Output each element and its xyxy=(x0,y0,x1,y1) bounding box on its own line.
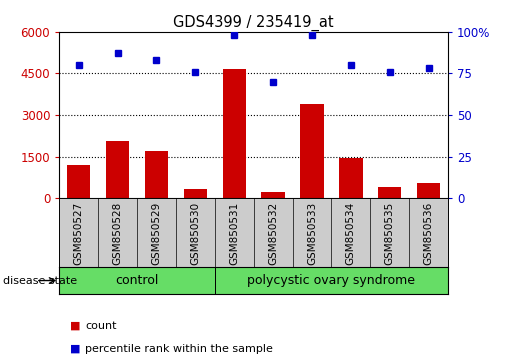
Text: GSM850532: GSM850532 xyxy=(268,202,278,265)
Bar xyxy=(262,193,285,198)
Bar xyxy=(215,267,448,294)
Text: ■: ■ xyxy=(70,344,80,354)
Bar xyxy=(417,183,440,198)
Bar xyxy=(184,189,207,198)
Text: GSM850535: GSM850535 xyxy=(385,202,394,265)
Text: disease state: disease state xyxy=(3,275,77,286)
Text: GSM850530: GSM850530 xyxy=(191,202,200,265)
Bar xyxy=(59,267,215,294)
Bar xyxy=(67,165,90,198)
Text: ■: ■ xyxy=(70,321,80,331)
Text: percentile rank within the sample: percentile rank within the sample xyxy=(85,344,273,354)
Text: GSM850528: GSM850528 xyxy=(113,202,123,265)
Bar xyxy=(106,141,129,198)
Text: GSM850531: GSM850531 xyxy=(229,202,239,265)
Bar xyxy=(339,158,363,198)
Text: GSM850534: GSM850534 xyxy=(346,202,356,265)
Title: GDS4399 / 235419_at: GDS4399 / 235419_at xyxy=(174,14,334,30)
Text: GSM850533: GSM850533 xyxy=(307,202,317,265)
Text: GSM850529: GSM850529 xyxy=(151,202,161,265)
Text: GSM850527: GSM850527 xyxy=(74,202,83,265)
Text: polycystic ovary syndrome: polycystic ovary syndrome xyxy=(247,274,416,287)
Bar xyxy=(300,104,323,198)
Text: GSM850536: GSM850536 xyxy=(424,202,434,265)
Text: control: control xyxy=(115,274,159,287)
Text: count: count xyxy=(85,321,116,331)
Bar xyxy=(222,69,246,198)
Bar xyxy=(378,187,401,198)
Bar xyxy=(145,151,168,198)
